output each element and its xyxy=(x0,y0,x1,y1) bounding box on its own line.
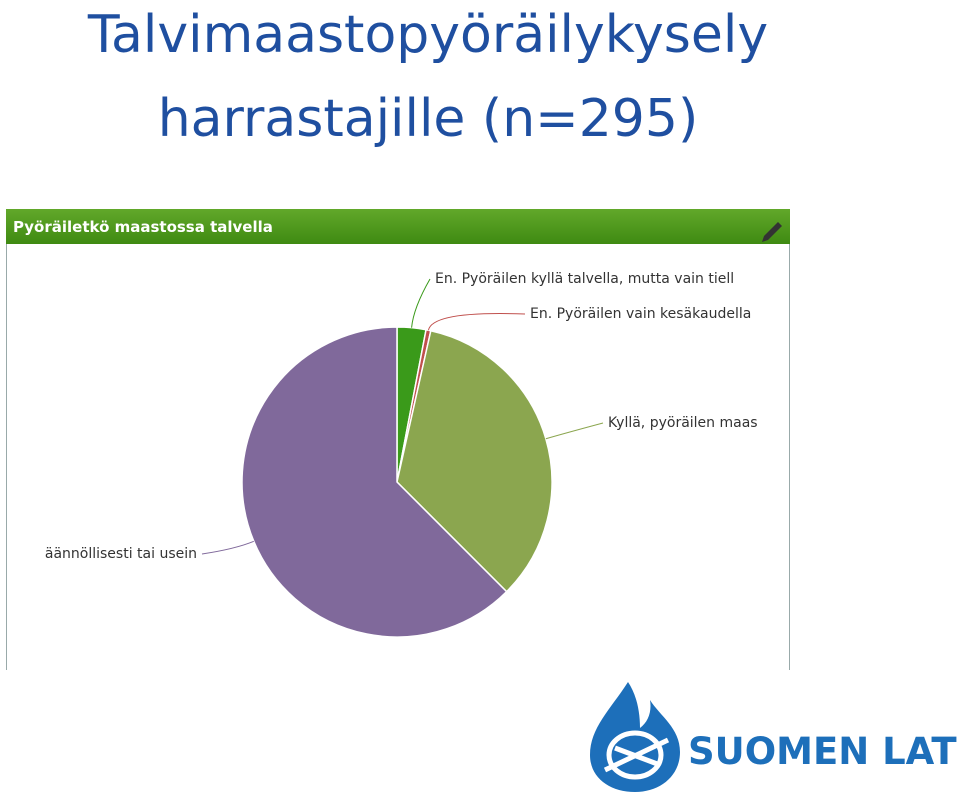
leader-line xyxy=(411,278,431,328)
leader-line xyxy=(201,540,254,555)
slide-title: harrastajille (n=295) xyxy=(158,89,699,149)
leader-line xyxy=(545,422,604,440)
logo-text: SUOMEN LATU xyxy=(688,730,960,773)
logo-ring xyxy=(606,730,664,780)
plot: En. Pyöräilen kyllä talvella, mutta vain… xyxy=(45,271,758,638)
slice-label: äännöllisesti tai usein xyxy=(45,546,197,562)
logo-marks xyxy=(603,737,670,773)
slice-label: En. Pyöräilen vain kesäkaudella xyxy=(530,306,751,322)
chart-title: Pyöräiletkö maastossa talvella xyxy=(13,218,273,236)
pie-slice xyxy=(241,326,508,638)
slice-label: Kyllä, pyöräilen maas xyxy=(608,415,758,431)
leader-line xyxy=(427,313,526,331)
slice-label: En. Pyöräilen kyllä talvella, mutta vain… xyxy=(435,271,734,287)
panel-header xyxy=(6,209,790,244)
logo: SUOMEN LATU xyxy=(590,682,960,792)
edit-icon xyxy=(762,222,782,242)
slide-title: Talvimaastopyöräilykysely xyxy=(87,5,768,65)
